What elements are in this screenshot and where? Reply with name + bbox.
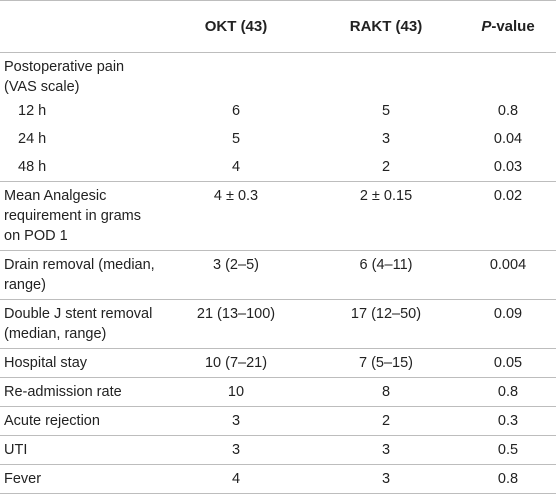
header-rakt: RAKT (43) <box>312 0 460 53</box>
table-header: OKT (43) RAKT (43) P-value <box>0 0 556 53</box>
rakt-value: 7 (5–15) <box>312 348 460 378</box>
rakt-value: 2 <box>312 153 460 182</box>
row-label: Drain removal (median, range) <box>0 250 160 300</box>
table-row: Acute rejection 3 2 0.3 <box>0 406 556 436</box>
row-label: UTI <box>0 435 160 465</box>
header-p-italic: P <box>481 18 492 35</box>
okt-value: 10 (7–21) <box>160 348 312 378</box>
p-value: 0.3 <box>460 406 556 436</box>
table-row: 12 h 6 5 0.8 <box>0 97 556 125</box>
okt-value: 4 ± 0.3 <box>160 181 312 251</box>
okt-value: 3 <box>160 435 312 465</box>
okt-value: 21 (13–100) <box>160 299 312 349</box>
rakt-value: 2 <box>312 406 460 436</box>
p-value: 0.05 <box>460 348 556 378</box>
rakt-value: 5 <box>381 103 391 119</box>
row-label: Mean Analgesic requirement in grams on P… <box>0 181 160 251</box>
row-label: Fever <box>0 464 160 494</box>
rakt-value: 3 <box>312 464 460 494</box>
header-p-value: P-value <box>460 0 556 53</box>
header-okt: OKT (43) <box>160 0 312 53</box>
p-value: 0.03 <box>460 153 556 182</box>
row-label: Postoperative pain (VAS scale) <box>4 59 125 95</box>
okt-value: 5 <box>231 131 241 147</box>
p-value: 0.8 <box>497 103 519 119</box>
p-value: 0.09 <box>460 299 556 349</box>
p-value: 0.04 <box>493 131 523 147</box>
table-row: Re-admission rate 10 8 0.8 <box>0 377 556 407</box>
header-p-rest: -value <box>491 18 535 35</box>
p-value: 0.004 <box>460 250 556 300</box>
okt-value: 4 <box>160 153 312 182</box>
p-value: 0.8 <box>460 464 556 494</box>
okt-value: 4 <box>160 464 312 494</box>
header-row: OKT (43) RAKT (43) P-value <box>0 0 556 53</box>
row-label: Hospital stay <box>0 348 160 378</box>
table-row: Fever 4 3 0.8 <box>0 464 556 494</box>
table-row: Mean Analgesic requirement in grams on P… <box>0 181 556 251</box>
header-empty-cell <box>0 0 160 53</box>
rakt-value: 3 <box>312 435 460 465</box>
row-label: 24 h <box>18 131 47 147</box>
table-row: 24 h 5 3 0.04 <box>0 125 556 153</box>
rakt-value: 2 ± 0.15 <box>312 181 460 251</box>
okt-value: 6 <box>231 103 241 119</box>
row-label: 48 h <box>0 153 160 182</box>
p-value: 0.02 <box>460 181 556 251</box>
table-row: Double J stent removal (median, range) 2… <box>0 299 556 349</box>
row-label: Double J stent removal (median, range) <box>0 299 160 349</box>
p-value: 0.8 <box>460 377 556 407</box>
rakt-value: 8 <box>312 377 460 407</box>
rakt-value: 6 (4–11) <box>312 250 460 300</box>
okt-value: 3 <box>160 406 312 436</box>
row-label: Re-admission rate <box>0 377 160 407</box>
rakt-value: 3 <box>381 131 391 147</box>
table-row: Hospital stay 10 (7–21) 7 (5–15) 0.05 <box>0 348 556 378</box>
row-label: Acute rejection <box>0 406 160 436</box>
table-row: 48 h 4 2 0.03 <box>0 153 556 182</box>
table-row-pain-header: Postoperative pain (VAS scale) <box>0 53 556 98</box>
rakt-value: 17 (12–50) <box>312 299 460 349</box>
row-label: 12 h <box>18 103 47 119</box>
okt-value: 3 (2–5) <box>160 250 312 300</box>
table-row: Drain removal (median, range) 3 (2–5) 6 … <box>0 250 556 300</box>
table-body: Postoperative pain (VAS scale) 12 h 6 5 … <box>0 53 556 494</box>
p-value: 0.5 <box>460 435 556 465</box>
table-row: UTI 3 3 0.5 <box>0 435 556 465</box>
okt-value: 10 <box>160 377 312 407</box>
